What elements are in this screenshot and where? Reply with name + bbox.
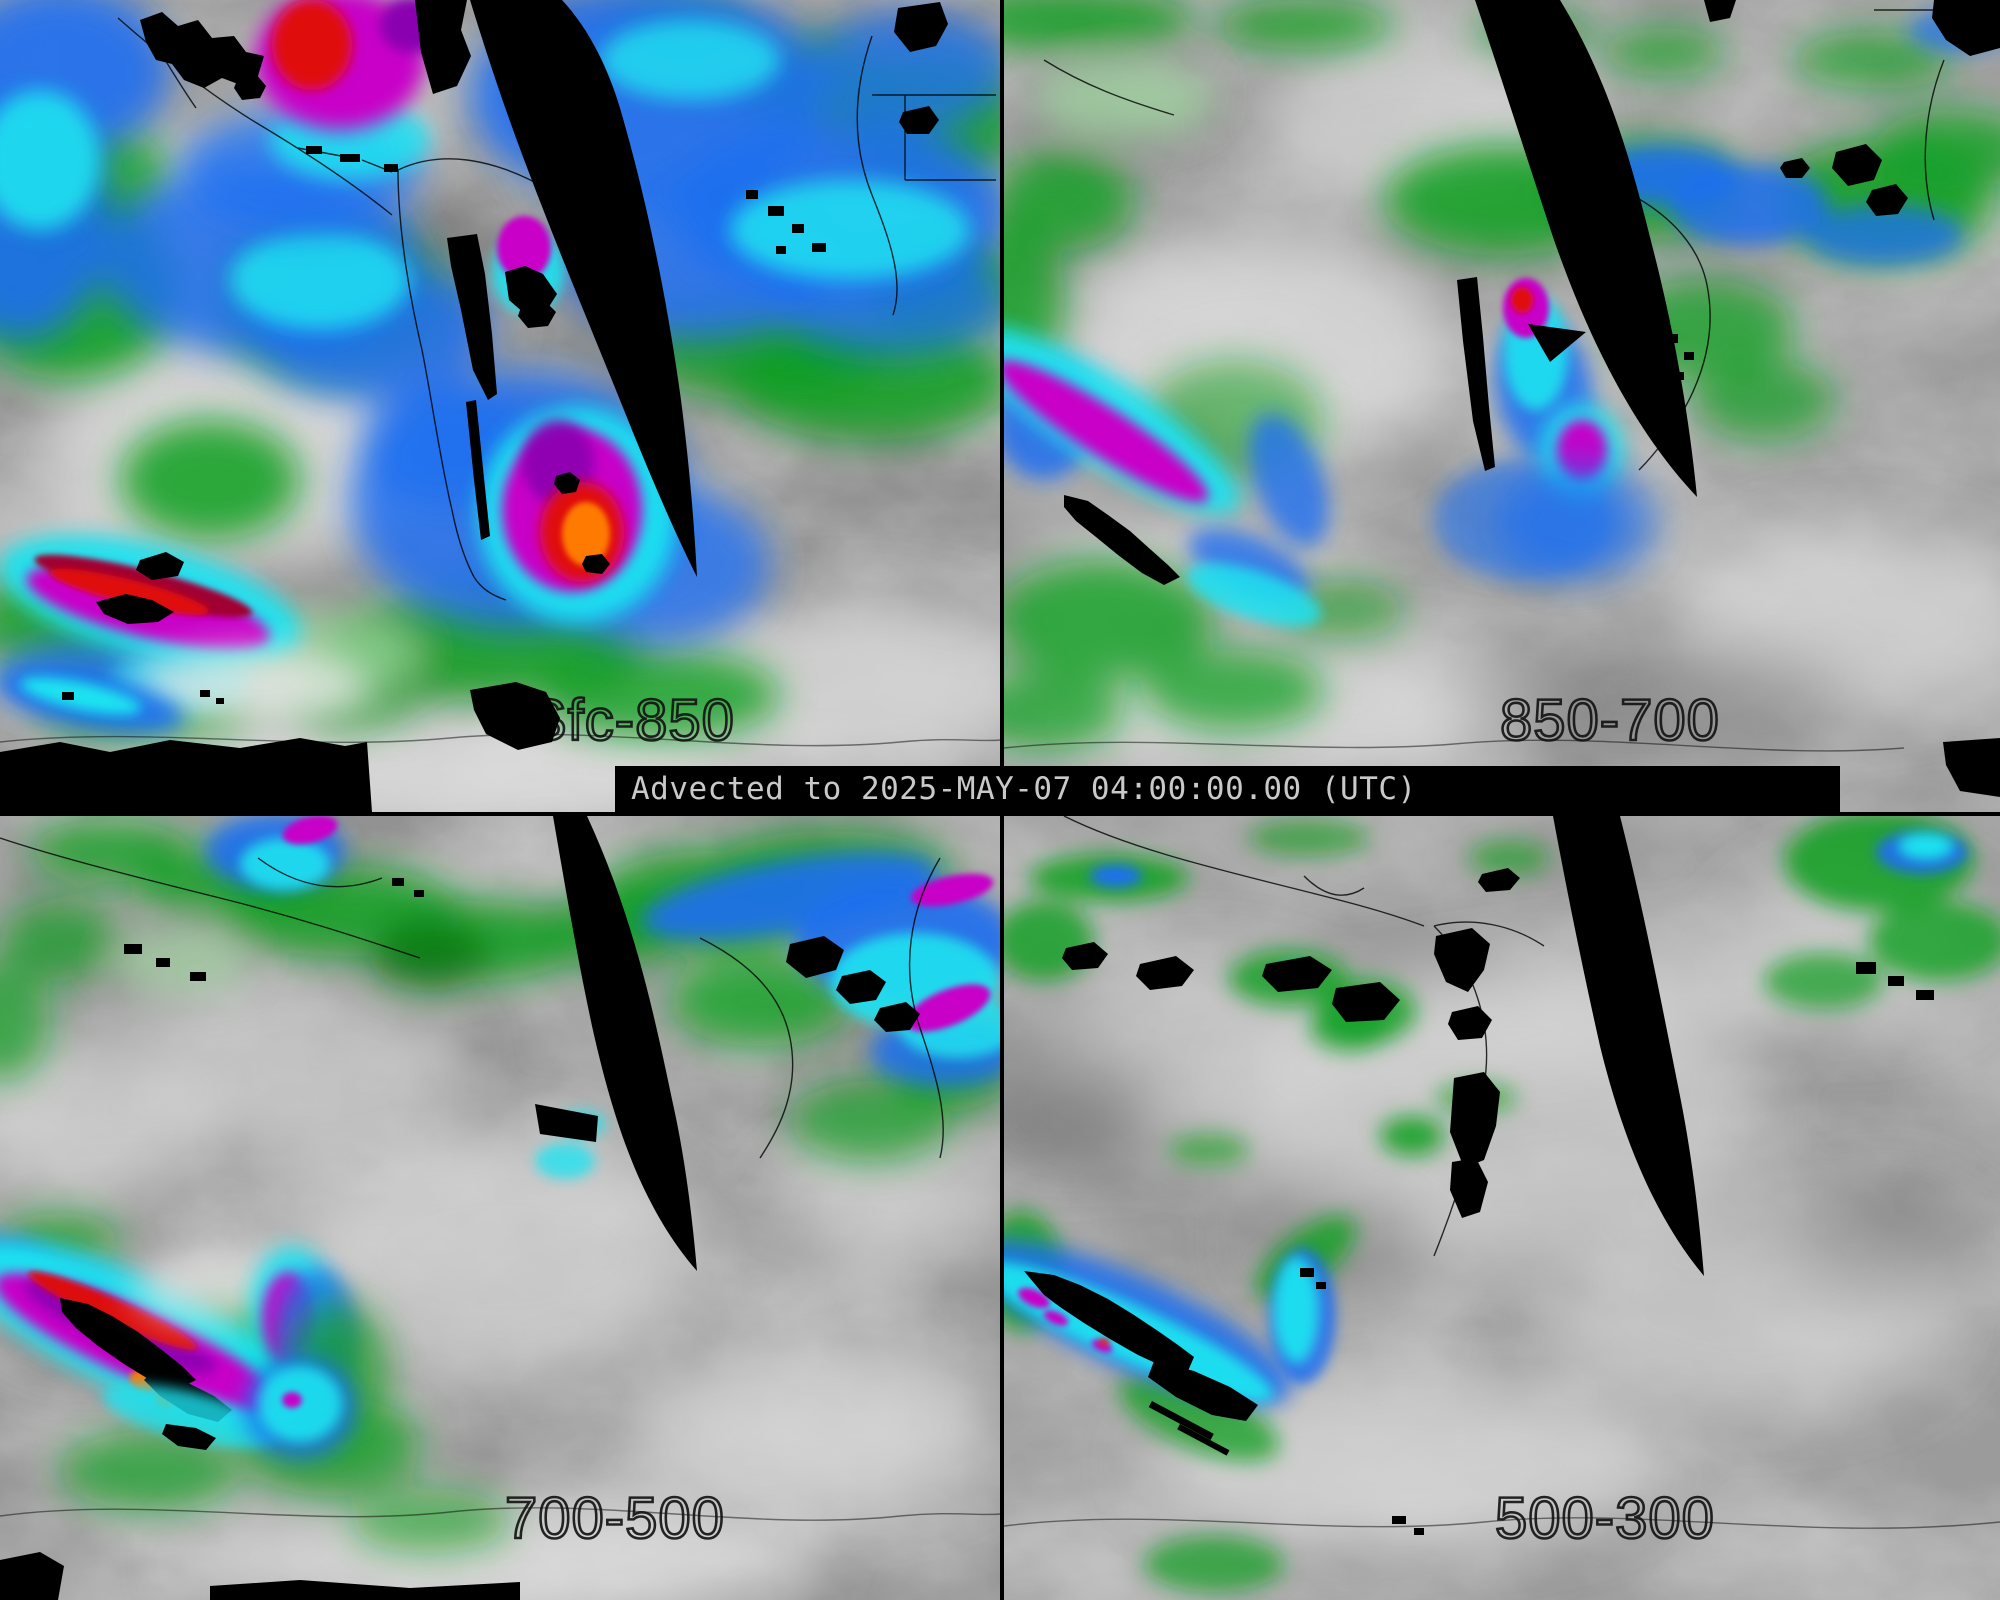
panel-850-700: 850-700 — [1004, 0, 2000, 812]
terrain-black-patches — [0, 878, 920, 1600]
terrain-black-patches — [1062, 868, 1934, 1535]
satellite-gap-swath — [470, 0, 697, 577]
panel-label-sfc-850: Sfc-850 — [528, 688, 735, 753]
panel-700-500: 700-500 — [0, 816, 1000, 1600]
missing-data-regions — [0, 0, 697, 812]
coastlines — [0, 837, 1000, 1521]
storm-blob-south-atlantic — [478, 407, 678, 623]
terrain-black-patches — [140, 2, 948, 540]
panel-500-300: 500-300 — [1004, 816, 2000, 1600]
coastlines — [0, 17, 1000, 747]
panel-sfc-850: Sfc-850 — [0, 0, 1000, 812]
magenta-streaks — [282, 816, 994, 1032]
storm-blob-gulf — [180, 0, 444, 230]
alpw-map-700-500: 700-500 — [0, 816, 1000, 1600]
storm-blob-argentina — [1496, 404, 1656, 580]
alpw-map-sfc-850: Sfc-850 — [0, 0, 1000, 812]
atmospheric-river-band — [1004, 326, 1321, 627]
storm-blob-paraguay — [492, 216, 564, 328]
advection-time-banner: Advected to 2025-MAY-07 04:00:00.00 (UTC… — [615, 766, 1840, 812]
panel-label-850-700: 850-700 — [1500, 688, 1720, 753]
alpw-map-850-700: 850-700 — [1004, 0, 2000, 812]
alpw-map-500-300: 500-300 — [1004, 816, 2000, 1600]
storm-band-se-pacific — [0, 534, 370, 733]
missing-data-regions — [535, 816, 697, 1271]
panel-label-700-500: 700-500 — [505, 1486, 725, 1551]
satellite-gap-swath — [553, 816, 697, 1271]
panel-label-500-300: 500-300 — [1495, 1486, 1715, 1551]
panel-divider-horizontal — [0, 812, 2000, 816]
coastlines — [1004, 816, 2000, 1529]
cyan-blob-south — [242, 1356, 358, 1460]
storm-band-se-pacific — [0, 1240, 388, 1460]
storm-band-se-pacific — [1004, 1239, 1326, 1456]
dry-bright-regions — [0, 976, 1000, 1600]
satellite-gap-swath — [1475, 0, 1697, 497]
advection-time-text: Advected to 2025-MAY-07 04:00:00.00 (UTC… — [631, 771, 1417, 807]
terrain-black-patches — [1457, 0, 2000, 797]
satellite-gap-swath — [1553, 816, 1704, 1276]
storm-hook — [250, 1246, 388, 1441]
